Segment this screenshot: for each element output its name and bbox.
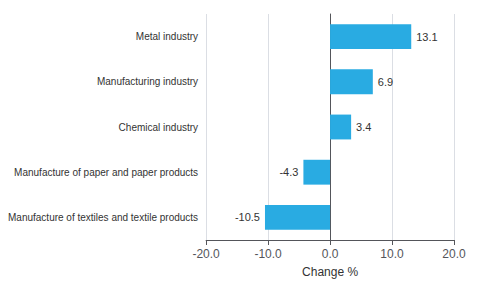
svg-text:Manufacture of textiles and te: Manufacture of textiles and textile prod… — [8, 212, 198, 223]
svg-text:-10.5: -10.5 — [235, 211, 260, 223]
svg-text:-4.3: -4.3 — [279, 166, 298, 178]
svg-text:10.0: 10.0 — [380, 247, 404, 261]
svg-text:-20.0: -20.0 — [192, 247, 220, 261]
svg-text:Change %: Change % — [302, 265, 358, 279]
svg-text:Metal industry: Metal industry — [136, 31, 198, 42]
svg-text:Manufacturing industry: Manufacturing industry — [97, 76, 198, 87]
svg-text:13.1: 13.1 — [416, 31, 437, 43]
svg-text:3.4: 3.4 — [356, 121, 371, 133]
svg-text:20.0: 20.0 — [442, 247, 466, 261]
svg-text:0.0: 0.0 — [322, 247, 339, 261]
svg-text:Chemical industry: Chemical industry — [119, 122, 198, 133]
svg-text:Manufacture of paper and paper: Manufacture of paper and paper products — [14, 167, 198, 178]
svg-text:6.9: 6.9 — [378, 76, 393, 88]
svg-text:-10.0: -10.0 — [254, 247, 282, 261]
